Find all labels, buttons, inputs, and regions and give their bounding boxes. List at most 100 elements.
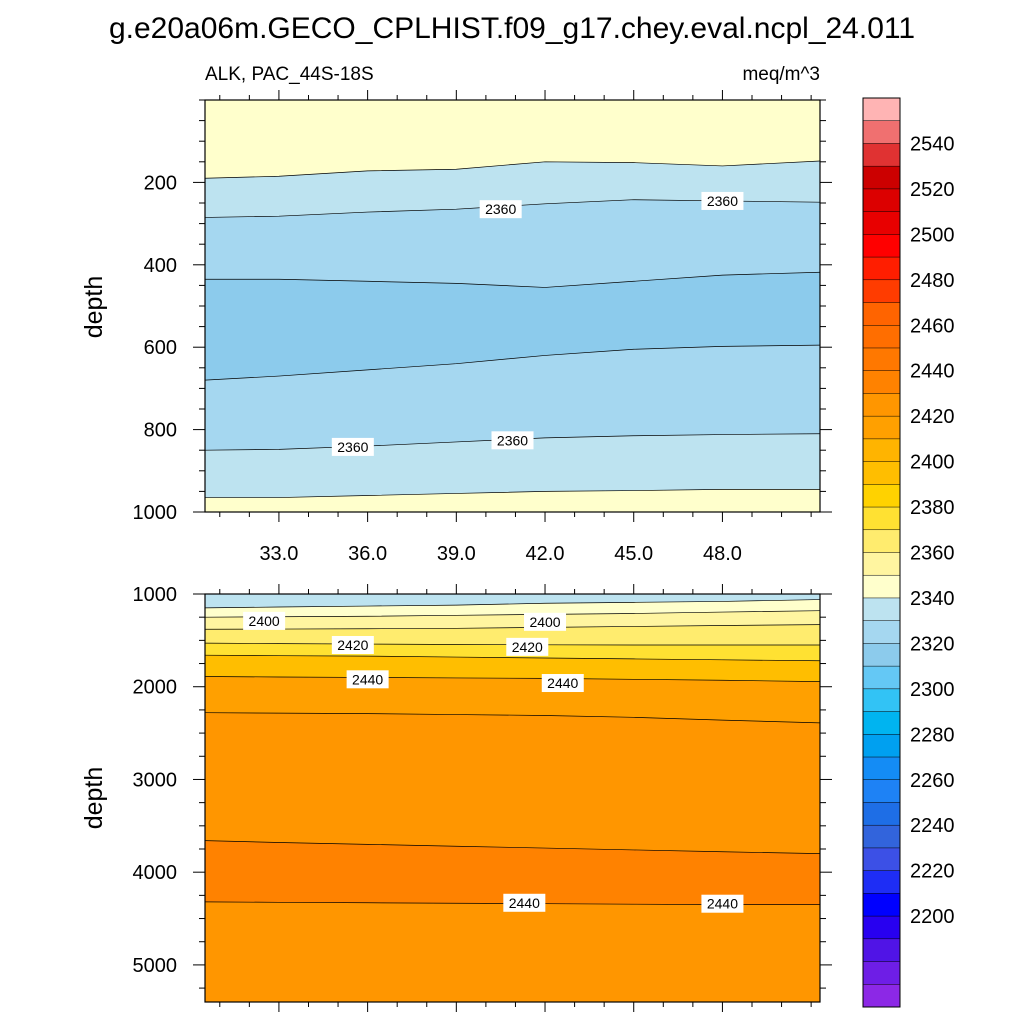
contour-band xyxy=(205,345,820,451)
contour-label-box xyxy=(479,200,522,219)
chart-title: g.e20a06m.GECO_CPLHIST.f09_g17.chey.eval… xyxy=(109,12,915,45)
colorbar-label: 2320 xyxy=(910,633,955,655)
contour-line xyxy=(205,488,820,498)
plot-frame xyxy=(204,593,821,1003)
colorbar-box xyxy=(863,597,900,622)
x-tick-label: 36.0 xyxy=(348,543,387,565)
contour-label-box xyxy=(524,612,567,631)
colorbar-label: 2460 xyxy=(910,315,955,337)
colorbar-label: 2420 xyxy=(910,406,955,428)
contour-line xyxy=(205,271,821,288)
colorbar-box xyxy=(863,802,900,826)
contour-band xyxy=(205,594,820,608)
colorbar-box xyxy=(863,370,900,394)
x-tick-label: 42.0 xyxy=(526,543,565,565)
contour-label-box xyxy=(346,670,389,689)
colorbar-box xyxy=(863,779,900,803)
contour-label-box xyxy=(541,674,584,693)
contour-line xyxy=(204,599,821,609)
colorbar-box xyxy=(863,438,900,462)
colorbar-box xyxy=(863,916,900,940)
y-tick-label: 800 xyxy=(144,420,177,442)
contour-band xyxy=(205,199,820,288)
contour-line xyxy=(204,642,820,646)
contour-label-box xyxy=(331,437,374,456)
colorbar-box xyxy=(863,893,900,917)
y-tick-label: 1000 xyxy=(133,584,178,606)
colorbar-box xyxy=(863,393,900,417)
colorbar-box xyxy=(863,279,900,303)
contour-band xyxy=(205,901,820,1002)
colorbar-label: 2260 xyxy=(910,770,955,792)
contour-line xyxy=(204,160,821,179)
y-tick-label: 600 xyxy=(144,337,177,359)
contour-label: 2420 xyxy=(337,637,368,653)
contour-band xyxy=(205,840,820,905)
colorbar-box xyxy=(863,984,900,1008)
contour-label: 2360 xyxy=(337,439,368,455)
colorbar-label: 2220 xyxy=(910,861,955,883)
contour-band xyxy=(205,100,820,179)
contour-label-box xyxy=(503,893,546,912)
colorbar-box xyxy=(863,166,900,190)
colorbar-box xyxy=(863,507,900,531)
x-tick-label: 39.0 xyxy=(437,543,476,565)
contour-label: 2420 xyxy=(512,639,543,655)
colorbar-label: 2500 xyxy=(910,224,955,246)
x-tick-label: 48.0 xyxy=(703,543,742,565)
colorbar-box xyxy=(863,552,900,576)
upper-right-label: meq/m^3 xyxy=(742,64,820,85)
colorbar-label: 2520 xyxy=(910,179,955,201)
y-tick-label: 400 xyxy=(144,255,177,277)
colorbar-box xyxy=(863,938,900,962)
colorbar-box xyxy=(863,347,900,372)
colorbar-box xyxy=(863,961,900,985)
contour-band xyxy=(205,272,820,381)
upper-left-label: ALK, PAC_44S-18S xyxy=(205,64,374,85)
colorbar-box xyxy=(863,120,900,144)
contour-line xyxy=(204,840,821,854)
contour-band xyxy=(205,610,820,630)
contour-label-box xyxy=(243,611,286,630)
colorbar-box xyxy=(863,734,900,758)
contour-label-box xyxy=(701,191,744,210)
upper-y-axis-label: depth xyxy=(80,276,108,339)
y-tick-label: 2000 xyxy=(133,677,178,699)
contour-label: 2440 xyxy=(352,671,383,687)
colorbar-box xyxy=(863,188,900,213)
colorbar-box xyxy=(863,666,900,690)
colorbar-box xyxy=(863,461,900,485)
colorbar-label: 2300 xyxy=(910,679,955,701)
y-tick-label: 1000 xyxy=(133,502,178,524)
y-tick-label: 5000 xyxy=(133,955,178,977)
colorbar-label: 2240 xyxy=(910,815,955,837)
contour-label-box xyxy=(491,431,534,450)
contour-label-box xyxy=(331,636,374,654)
colorbar-box xyxy=(863,575,900,599)
colorbar-label: 2200 xyxy=(910,906,955,928)
colorbar-label: 2360 xyxy=(910,543,955,565)
contour-label: 2440 xyxy=(707,896,738,912)
colorbar-label: 2480 xyxy=(910,270,955,292)
contour-band xyxy=(205,160,820,218)
colorbar-box xyxy=(863,257,900,281)
colorbar-box xyxy=(863,416,900,440)
upper-contour-panel: 33.0 36.0 39.0 42.0 45.0 48.0 200 400 600 800 1000… xyxy=(133,90,832,565)
colorbar-box xyxy=(863,620,900,644)
contour-label: 2400 xyxy=(249,613,280,629)
contour-band xyxy=(205,489,820,512)
y-tick-label: 200 xyxy=(144,172,177,194)
colorbar-box xyxy=(863,98,900,122)
contour-line xyxy=(204,712,821,724)
contour-line xyxy=(204,624,821,630)
contour-label: 2440 xyxy=(547,675,578,691)
colorbar-box xyxy=(863,870,900,894)
contour-line xyxy=(204,610,821,618)
colorbar-box xyxy=(863,302,900,326)
colorbar-label: 2380 xyxy=(910,497,955,519)
colorbar-box xyxy=(863,825,900,849)
colorbar-box xyxy=(863,757,900,781)
colorbar-box xyxy=(863,143,900,167)
contour-line xyxy=(204,344,821,381)
